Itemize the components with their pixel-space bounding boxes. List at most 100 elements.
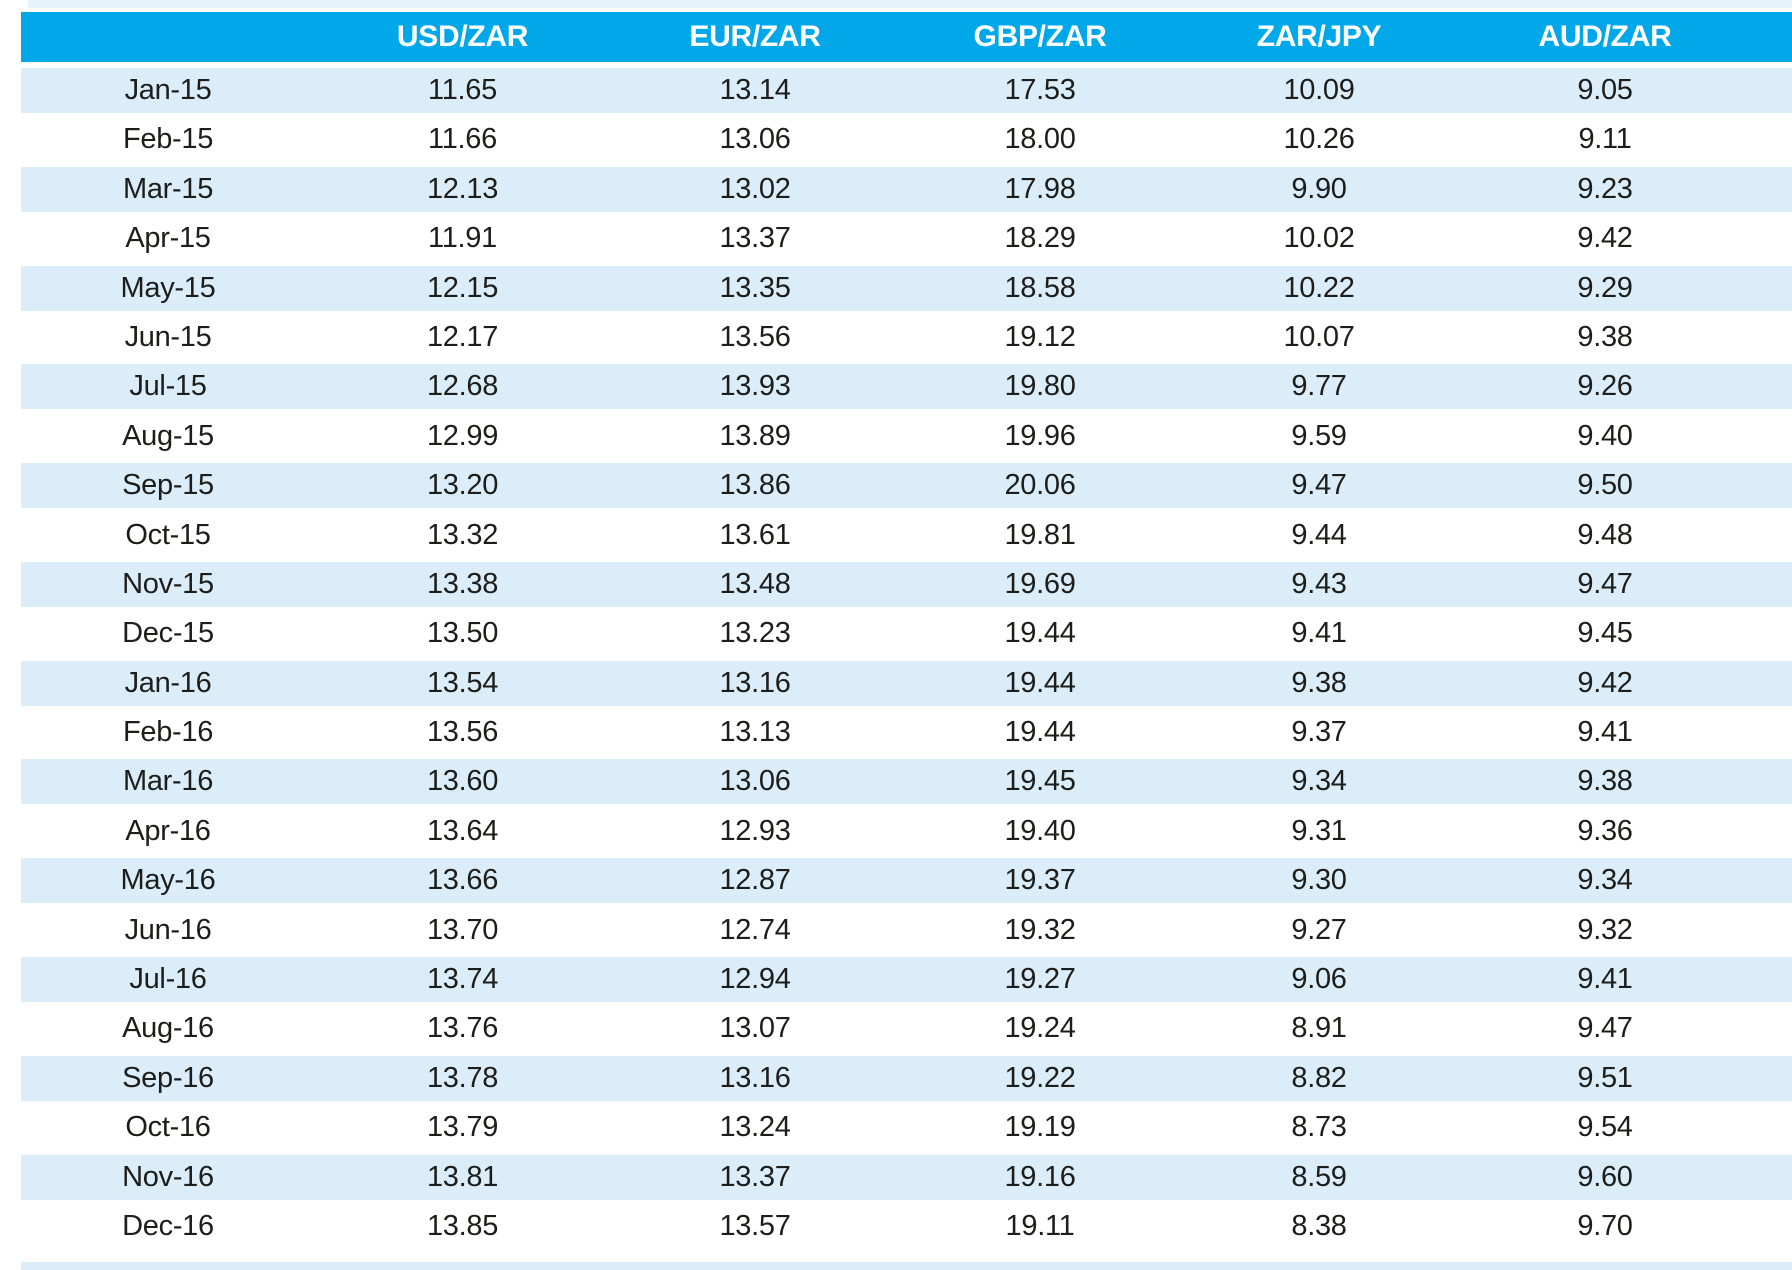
value-cell: 17.53: [1004, 74, 1076, 106]
value-cell: 13.16: [719, 1061, 791, 1094]
value-cell: 9.30: [1291, 864, 1347, 897]
month-cell: Jul-15: [129, 370, 207, 403]
month-cell: Jan-16: [124, 666, 212, 699]
table-row: Nov-15 13.38 13.48 19.69 9.43 9.47: [21, 561, 1792, 607]
value-cell: 13.37: [719, 1160, 791, 1193]
value-cell: 9.54: [1577, 1111, 1633, 1144]
value-cell: 9.06: [1291, 963, 1347, 996]
value-cell: 18.58: [1004, 271, 1076, 304]
value-cell: 13.35: [719, 271, 791, 304]
value-cell: 9.70: [1577, 1209, 1633, 1242]
month-cell: Aug-16: [122, 1012, 214, 1045]
table-row: Jul-15 12.68 13.93 19.80 9.77 9.26: [21, 364, 1792, 410]
value-cell: 9.38: [1577, 765, 1633, 798]
value-cell: 19.96: [1004, 419, 1076, 452]
value-cell: 11.65: [428, 74, 497, 106]
value-cell: 19.81: [1004, 518, 1076, 551]
value-cell: 19.40: [1004, 814, 1076, 847]
value-cell: 13.85: [426, 1209, 499, 1242]
value-cell: 9.34: [1577, 864, 1633, 897]
value-cell: 13.06: [719, 765, 791, 798]
value-cell: 13.60: [426, 765, 499, 798]
value-cell: 9.23: [1577, 172, 1633, 205]
value-cell: 9.38: [1291, 666, 1347, 699]
value-cell: 19.19: [1004, 1111, 1076, 1144]
value-cell: 13.56: [719, 320, 791, 353]
month-cell: Sep-16: [122, 1061, 214, 1094]
value-cell: 9.45: [1577, 617, 1633, 650]
header-cell-eur-zar: EUR/ZAR: [689, 20, 821, 53]
value-cell: 19.27: [1004, 963, 1076, 996]
value-cell: 8.91: [1291, 1012, 1347, 1045]
table-row: Aug-16 13.76 13.07 19.24 8.91 9.47: [21, 1006, 1792, 1052]
value-cell: 13.16: [719, 666, 791, 699]
table-row: May-15 12.15 13.35 18.58 10.22 9.29: [21, 265, 1792, 311]
value-cell: 9.29: [1577, 271, 1633, 304]
value-cell: 19.24: [1004, 1012, 1076, 1045]
value-cell: 8.82: [1291, 1061, 1347, 1094]
value-cell: 13.54: [426, 666, 499, 699]
value-cell: 13.20: [426, 469, 499, 502]
value-cell: 13.66: [426, 864, 499, 897]
top-partial-row: [28, 0, 1792, 8]
value-cell: 10.22: [1283, 271, 1355, 304]
value-cell: 9.77: [1291, 370, 1347, 403]
value-cell: 12.99: [426, 419, 499, 452]
table-row: Aug-15 12.99 13.89 19.96 9.59 9.40: [21, 413, 1792, 459]
value-cell: 13.78: [426, 1061, 499, 1094]
month-cell: Jan-15: [124, 74, 212, 106]
value-cell: 13.13: [719, 716, 791, 749]
value-cell: 12.13: [426, 172, 499, 205]
table-row: May-16 13.66 12.87 19.37 9.30 9.34: [21, 858, 1792, 904]
value-cell: 19.32: [1004, 913, 1076, 946]
value-cell: 19.44: [1004, 716, 1076, 749]
value-cell: 13.32: [426, 518, 499, 551]
value-cell: 13.48: [719, 567, 791, 600]
month-cell: Apr-16: [125, 814, 211, 847]
value-cell: 10.02: [1283, 222, 1355, 255]
month-cell: Sep-15: [122, 469, 214, 502]
table-row: Oct-15 13.32 13.61 19.81 9.44 9.48: [21, 512, 1792, 558]
value-cell: 19.45: [1004, 765, 1076, 798]
month-cell: Oct-15: [125, 518, 211, 551]
table-row: Feb-16 13.56 13.13 19.44 9.37 9.41: [21, 710, 1792, 756]
month-cell: Dec-16: [122, 1209, 214, 1242]
value-cell: 9.26: [1577, 370, 1633, 403]
value-cell: 10.07: [1283, 320, 1355, 353]
value-cell: 9.11: [1578, 123, 1632, 156]
value-cell: 9.42: [1577, 222, 1633, 255]
month-cell: Feb-16: [122, 716, 214, 749]
value-cell: 13.70: [426, 913, 499, 946]
value-cell: 19.22: [1004, 1061, 1076, 1094]
value-cell: 13.50: [426, 617, 499, 650]
table-row: Jul-16 13.74 12.94 19.27 9.06 9.41: [21, 957, 1792, 1003]
value-cell: 13.23: [719, 617, 791, 650]
table-body: Jan-15 11.65 13.14 17.53 10.09 9.05 Feb-15 11.6…: [21, 68, 1792, 1253]
month-cell: Mar-15: [122, 172, 214, 205]
table-row: Sep-16 13.78 13.16 19.22 8.82 9.51: [21, 1055, 1792, 1101]
table-row: Jan-16 13.54 13.16 19.44 9.38 9.42: [21, 660, 1792, 706]
header-cell-gbp-zar: GBP/ZAR: [973, 20, 1107, 53]
bottom-partial-row: [21, 1262, 1792, 1270]
value-cell: 17.98: [1004, 172, 1076, 205]
value-cell: 19.11: [1005, 1209, 1075, 1242]
value-cell: 13.61: [719, 518, 791, 551]
value-cell: 13.38: [426, 567, 499, 600]
table-row: Dec-16 13.85 13.57 19.11 8.38 9.70: [21, 1203, 1792, 1249]
header-cell-usd-zar: USD/ZAR: [396, 20, 529, 53]
value-cell: 9.50: [1577, 469, 1633, 502]
header-cell-zar-jpy: ZAR/JPY: [1256, 20, 1382, 53]
value-cell: 9.36: [1577, 814, 1633, 847]
month-cell: Aug-15: [122, 419, 214, 452]
value-cell: 12.93: [719, 814, 791, 847]
value-cell: 10.26: [1283, 123, 1355, 156]
value-cell: 9.90: [1291, 172, 1347, 205]
value-cell: 19.12: [1004, 320, 1076, 353]
month-cell: May-16: [120, 864, 216, 897]
value-cell: 13.74: [426, 963, 499, 996]
value-cell: 13.02: [719, 172, 791, 205]
value-cell: 19.44: [1004, 666, 1076, 699]
value-cell: 12.68: [426, 370, 499, 403]
value-cell: 11.91: [428, 222, 497, 255]
